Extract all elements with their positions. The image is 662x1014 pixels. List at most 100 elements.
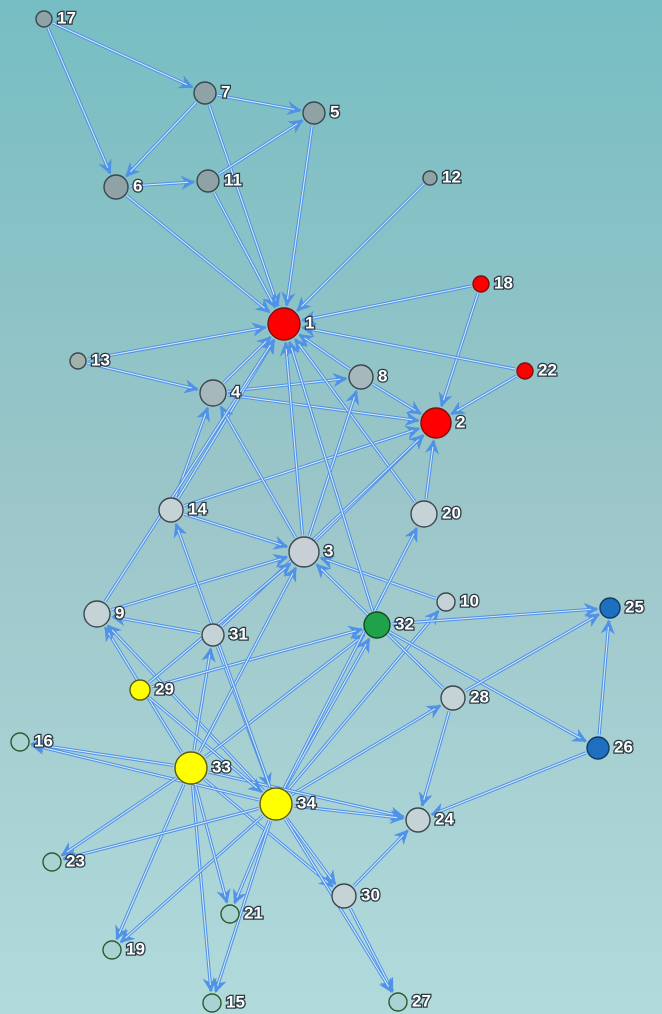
node-label: 28	[470, 687, 489, 706]
node	[586, 736, 610, 760]
node	[422, 170, 438, 186]
edge-inner	[301, 183, 425, 307]
node	[199, 379, 227, 407]
node	[302, 101, 326, 125]
edge-inner	[208, 105, 277, 301]
edge-inner	[391, 608, 592, 625]
node-label: 9	[115, 603, 124, 622]
edge-inner	[104, 344, 271, 602]
node-label: 1	[305, 313, 314, 332]
edge-inner	[227, 378, 341, 392]
edge-inner	[326, 559, 436, 599]
edge-inner	[118, 617, 201, 634]
node-label: 31	[229, 624, 248, 643]
node-label: 7	[221, 82, 230, 101]
node-label: 17	[57, 8, 76, 27]
node	[440, 685, 466, 711]
edge-inner	[389, 631, 581, 739]
node	[405, 807, 431, 833]
edge-inner	[204, 637, 360, 758]
edge-inner	[198, 573, 294, 753]
node-label: 4	[231, 382, 241, 401]
edge-inner	[285, 348, 304, 536]
node-label: 23	[66, 851, 85, 870]
edge-inner	[291, 708, 436, 796]
node	[288, 536, 320, 568]
edge-inner	[184, 513, 282, 546]
edge-inner	[217, 94, 295, 110]
edge-inner	[442, 293, 479, 401]
edge-inner	[308, 285, 472, 320]
node	[599, 597, 621, 619]
edge-inner	[456, 375, 517, 412]
node-label: 11	[224, 170, 242, 189]
edge-inner	[52, 22, 188, 86]
edge-inner	[286, 818, 332, 880]
node	[388, 992, 408, 1012]
edge-inner	[125, 815, 263, 939]
node	[42, 852, 62, 872]
node	[267, 307, 301, 341]
node-label: 13	[91, 350, 110, 369]
node-label: 29	[155, 679, 174, 698]
edge-inner	[208, 771, 398, 816]
edge-inner	[223, 341, 267, 383]
node	[410, 500, 438, 528]
node	[129, 679, 151, 701]
edge-inner	[425, 446, 434, 500]
node	[83, 600, 111, 628]
node-label: 3	[324, 541, 333, 560]
node-label: 12	[442, 167, 461, 186]
edge-inner	[213, 192, 273, 303]
edge-inner	[308, 396, 356, 537]
node-label: 14	[188, 499, 207, 518]
edge-inner	[47, 27, 109, 168]
edge-inner	[437, 752, 587, 813]
node	[196, 169, 220, 193]
edge-inner	[236, 820, 270, 898]
edge-inner	[372, 383, 416, 411]
node	[472, 275, 490, 293]
edge-inner	[464, 616, 594, 692]
edge-inner	[177, 529, 271, 788]
edge-inner	[87, 327, 260, 360]
edge-inner	[223, 411, 297, 538]
node-label: 21	[244, 903, 263, 922]
edge-inner	[195, 785, 226, 897]
edge-inner	[37, 745, 259, 801]
edge-inner	[69, 807, 259, 859]
edge-inner	[423, 711, 450, 800]
node	[259, 787, 293, 821]
node-label: 2	[456, 412, 465, 431]
node	[220, 904, 240, 924]
node	[102, 940, 122, 960]
node-label: 30	[361, 885, 380, 904]
edge-inner	[66, 777, 177, 853]
node-label: 22	[538, 360, 557, 379]
node-label: 19	[126, 939, 145, 958]
edge-inner	[353, 834, 404, 887]
edge-inner	[349, 908, 391, 987]
edge-inner	[126, 195, 265, 309]
node	[363, 611, 391, 639]
edge-inner	[118, 784, 185, 934]
node-label: 15	[226, 992, 245, 1011]
node-label: 33	[212, 757, 231, 776]
node-label: 20	[442, 503, 461, 522]
edge-inner	[227, 394, 413, 421]
edge-inner	[37, 744, 174, 766]
edge-inner	[293, 805, 398, 819]
node-label: 26	[614, 737, 633, 756]
node	[202, 993, 222, 1013]
edge-inner	[218, 123, 298, 175]
edge-inner	[184, 429, 414, 507]
node	[420, 407, 452, 439]
node-label: 5	[330, 102, 339, 121]
node-label: 24	[435, 809, 454, 828]
edge-inner	[290, 347, 374, 611]
edge-inner	[298, 343, 416, 503]
edge-inner	[192, 785, 211, 986]
edge-inner	[129, 181, 189, 187]
node-label: 6	[133, 176, 142, 195]
